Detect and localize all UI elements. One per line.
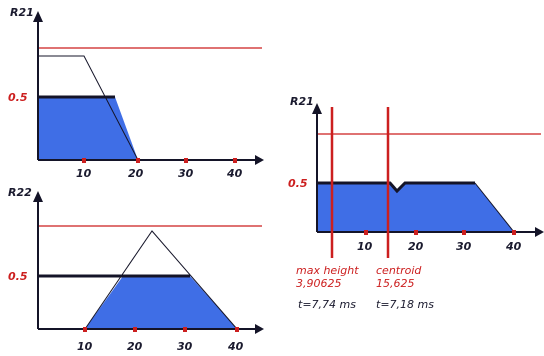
r21-top-x-arrow-icon — [255, 155, 264, 165]
r21-top-tick-40 — [233, 158, 237, 163]
r22-tick-label-40: 40 — [227, 340, 244, 353]
aggregate-tick-label-40: 40 — [505, 240, 522, 253]
r21-top-tick-30 — [184, 158, 188, 163]
aggregate-tick-label-20: 20 — [408, 240, 424, 253]
max-height-time: t=7,74 ms — [298, 298, 356, 311]
aggregate-tick-20 — [414, 230, 418, 235]
chart-r22-bottom: R22 0.5 10 20 30 40 — [8, 186, 264, 353]
annotations: max height 3,90625 t=7,74 ms centroid 15… — [296, 264, 434, 311]
r22-tick-20 — [133, 327, 137, 332]
r22-outline — [84, 230, 238, 330]
r22-half-label: 0.5 — [8, 270, 28, 283]
aggregate-tick-label-10: 10 — [357, 240, 373, 253]
r22-y-arrow-icon — [33, 191, 43, 202]
chart-r21-aggregate: R21 0.5 10 20 30 40 — [288, 95, 544, 258]
max-height-label: max height — [296, 264, 359, 277]
r22-tick-label-20: 20 — [127, 340, 143, 353]
r21-top-tick-20 — [136, 158, 140, 163]
aggregate-ylabel: R21 — [290, 95, 314, 108]
aggregate-tick-30 — [462, 230, 466, 235]
centroid-time: t=7,18 ms — [376, 298, 434, 311]
aggregate-y-arrow-icon — [312, 103, 322, 114]
r21-top-tick-label-10: 10 — [76, 167, 92, 180]
r21-top-tick-10 — [82, 158, 86, 163]
chart-r21-top: R21 0.5 10 20 30 40 — [8, 6, 264, 180]
r21-top-ylabel: R21 — [10, 6, 34, 19]
aggregate-fill — [317, 183, 514, 232]
r21-top-tick-label-20: 20 — [128, 167, 144, 180]
aggregate-slope-line — [474, 182, 515, 233]
r22-tick-label-30: 30 — [177, 340, 193, 353]
r22-x-arrow-icon — [255, 324, 264, 334]
r21-top-fill — [38, 97, 138, 160]
aggregate-tick-40 — [512, 230, 516, 235]
r22-tick-30 — [183, 327, 187, 332]
aggregate-top-line — [317, 181, 475, 194]
r21-top-tick-label-30: 30 — [178, 167, 194, 180]
r21-top-tick-label-40: 40 — [226, 167, 243, 180]
r21-top-y-arrow-icon — [33, 11, 43, 22]
r21-top-outline — [38, 55, 139, 161]
r22-tick-40 — [235, 327, 239, 332]
centroid-label: centroid — [376, 264, 422, 277]
r22-fill — [85, 276, 237, 329]
centroid-value: 15,625 — [376, 277, 415, 290]
r22-tick-label-10: 10 — [77, 340, 93, 353]
r22-ylabel: R22 — [8, 186, 32, 199]
max-height-value: 3,90625 — [296, 277, 342, 290]
aggregate-x-arrow-icon — [535, 227, 544, 237]
r22-tick-10 — [83, 327, 87, 332]
r21-top-half-label: 0.5 — [8, 91, 28, 104]
aggregate-tick-10 — [364, 230, 368, 235]
aggregate-half-label: 0.5 — [288, 177, 308, 190]
aggregate-tick-label-30: 30 — [456, 240, 472, 253]
